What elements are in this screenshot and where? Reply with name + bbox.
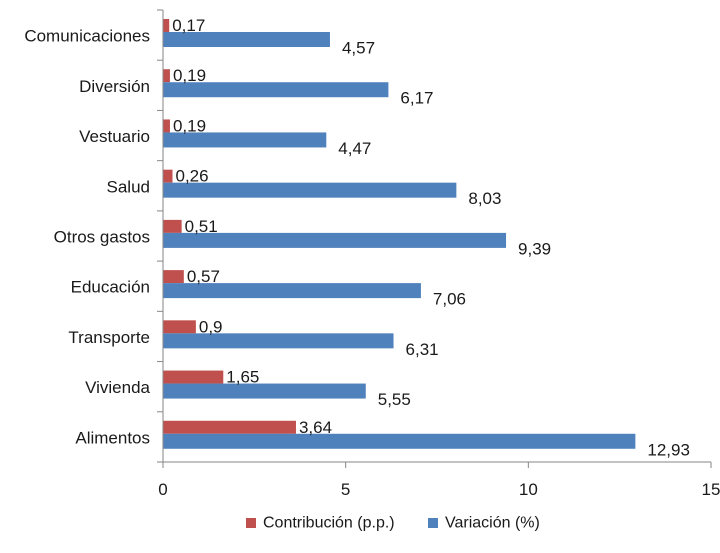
- label-variacion-transporte: 6,31: [406, 340, 439, 359]
- bar-variacion-transporte: [163, 333, 394, 349]
- label-variacion-comunicaciones: 4,57: [342, 39, 375, 58]
- legend-swatch-contribucion: [246, 518, 256, 528]
- x-tick-label: 15: [702, 480, 720, 499]
- bar-variacion-otros-gastos: [163, 232, 507, 248]
- label-contribucion-otros-gastos: 0,51: [185, 217, 218, 236]
- label-variacion-otros-gastos: 9,39: [518, 239, 551, 258]
- bar-variacion-salud: [163, 182, 457, 198]
- label-contribucion-alimentos: 3,64: [299, 418, 332, 437]
- category-label-diversion: Diversión: [79, 77, 150, 96]
- bar-variacion-educacion: [163, 283, 421, 299]
- bar-contribucion-otros-gastos: [163, 219, 182, 233]
- legend-swatch-variacion: [428, 518, 438, 528]
- label-contribucion-vivienda: 1,65: [226, 368, 259, 387]
- axes-group: Comunicaciones Diversión Vestuario Salud Otr…: [24, 9, 720, 499]
- category-label-educacion: Educación: [71, 278, 150, 297]
- label-variacion-diversion: 6,17: [400, 89, 433, 108]
- bar-contribucion-diversion: [163, 69, 170, 83]
- label-variacion-salud: 8,03: [468, 189, 501, 208]
- label-contribucion-diversion: 0,19: [173, 66, 206, 85]
- bar-contribucion-comunicaciones: [163, 19, 170, 32]
- label-variacion-educacion: 7,06: [433, 290, 466, 309]
- bar-variacion-alimentos: [163, 433, 636, 449]
- bar-variacion-diversion: [163, 82, 389, 98]
- x-tick-label: 0: [158, 480, 167, 499]
- x-tick-label: 10: [519, 480, 538, 499]
- label-contribucion-transporte: 0,9: [199, 317, 223, 336]
- category-label-comunicaciones: Comunicaciones: [24, 27, 150, 46]
- category-label-alimentos: Alimentos: [75, 428, 150, 447]
- label-contribucion-educacion: 0,57: [187, 267, 220, 286]
- bar-contribucion-alimentos: [163, 420, 296, 434]
- label-variacion-vestuario: 4,47: [338, 139, 371, 158]
- bar-contribucion-vivienda: [163, 370, 224, 384]
- label-variacion-alimentos: 12,93: [647, 440, 690, 459]
- bar-contribucion-transporte: [163, 320, 196, 334]
- x-tick-label: 5: [341, 480, 350, 499]
- bar-contribucion-vestuario: [163, 119, 170, 133]
- legend-label-variacion: Variación (%): [445, 515, 540, 532]
- category-label-salud: Salud: [107, 177, 150, 196]
- bar-variacion-vestuario: [163, 132, 327, 148]
- legend: Contribución (p.p.) Variación (%): [246, 515, 540, 532]
- labels-group: 0,17 4,57 0,19 6,17 0,19 4,47 0,26 8,03 0,51 9,39…: [172, 16, 690, 459]
- bar-contribucion-salud: [163, 169, 173, 183]
- bar-variacion-comunicaciones: [163, 32, 330, 47]
- bar-variacion-vivienda: [163, 383, 366, 399]
- label-contribucion-vestuario: 0,19: [173, 116, 206, 135]
- label-contribucion-comunicaciones: 0,17: [172, 16, 205, 35]
- legend-label-contribucion: Contribución (p.p.): [263, 515, 395, 532]
- category-label-vestuario: Vestuario: [79, 127, 150, 146]
- bar-contribucion-educacion: [163, 270, 184, 284]
- label-variacion-vivienda: 5,55: [378, 390, 411, 409]
- category-label-otros-gastos: Otros gastos: [54, 228, 150, 247]
- category-label-vivienda: Vivienda: [85, 378, 150, 397]
- bars-group: [163, 19, 636, 449]
- label-contribucion-salud: 0,26: [175, 167, 208, 186]
- category-label-transporte: Transporte: [68, 328, 150, 347]
